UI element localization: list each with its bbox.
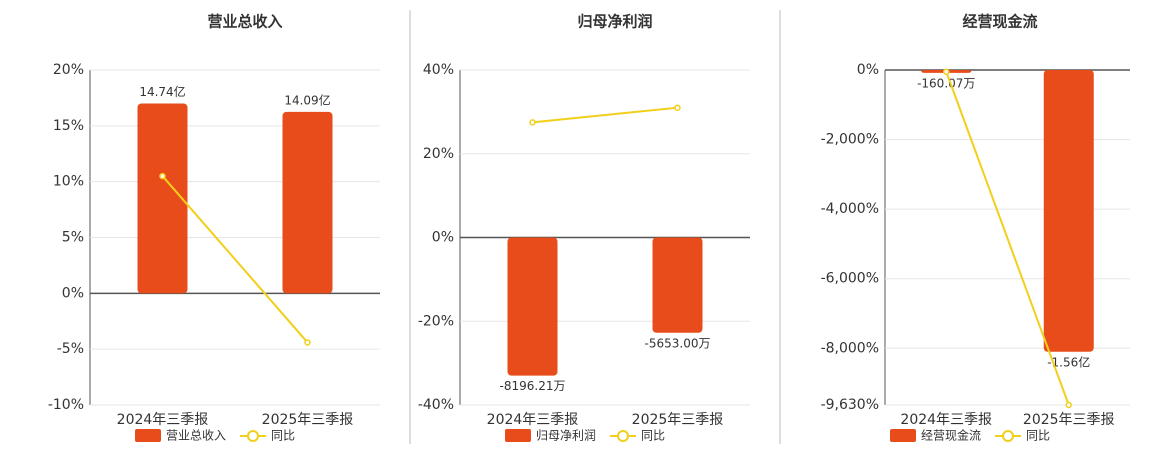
x-tick-label: 2025年三季报 [632, 412, 724, 428]
legend-swatch [505, 429, 531, 442]
data-label: 14.74亿 [139, 84, 185, 99]
y-tick-label: 0% [432, 230, 454, 246]
y-tick-label: 15% [53, 118, 84, 134]
y-tick-label: -8,000% [821, 340, 879, 356]
chart-title: 营业总收入 [207, 13, 282, 31]
y-tick-label: 0% [857, 62, 879, 78]
data-label: -160.07万 [917, 76, 975, 90]
x-tick-label: 2024年三季报 [117, 412, 209, 428]
y-tick-label: -6,000% [821, 271, 879, 287]
legend-label: 同比 [641, 429, 665, 443]
line-point [304, 339, 311, 346]
legend-label: 营业总收入 [166, 429, 226, 443]
x-tick-label: 2024年三季报 [487, 412, 579, 428]
y-tick-label: -20% [418, 313, 454, 329]
legend-label: 同比 [1026, 429, 1050, 443]
y-tick-label: -5% [57, 341, 84, 357]
y-tick-label: -2,000% [821, 132, 879, 148]
data-label: -8196.21万 [500, 379, 566, 393]
y-tick-label: -40% [418, 397, 454, 413]
legend-swatch [617, 430, 630, 442]
y-tick-label: 20% [423, 146, 454, 162]
bar [1043, 70, 1094, 352]
y-tick-label: 20% [53, 62, 84, 78]
y-tick-label: 0% [62, 285, 84, 301]
bar [137, 103, 188, 294]
bar [282, 111, 333, 294]
x-tick-label: 2024年三季报 [900, 412, 992, 428]
data-label: -1.56亿 [1047, 354, 1090, 369]
legend-swatch [135, 429, 161, 442]
y-tick-label: 10% [53, 174, 84, 190]
line-point [1065, 401, 1072, 409]
line-point [943, 68, 950, 75]
line-point [529, 119, 536, 126]
y-tick-label: -4,000% [821, 201, 879, 217]
legend-label: 同比 [271, 429, 295, 443]
y-tick-label: 5% [62, 230, 84, 246]
legend-swatch [1002, 430, 1015, 442]
chart-title: 归母净利润 [577, 13, 652, 31]
legend-swatch [890, 429, 916, 442]
line [532, 106, 678, 124]
line-point [159, 172, 166, 180]
legend-label: 经营现金流 [921, 428, 981, 443]
x-tick-label: 2025年三季报 [262, 412, 354, 428]
bar [652, 237, 703, 333]
legend-swatch [247, 430, 260, 442]
data-label: -5653.00万 [645, 336, 711, 350]
bar [507, 237, 558, 376]
y-tick-label: -10% [48, 397, 84, 413]
legend-label: 归母净利润 [536, 429, 596, 443]
x-tick-label: 2025年三季报 [1023, 412, 1115, 428]
line-point [674, 104, 681, 111]
line [945, 71, 1070, 406]
y-tick-label: 40% [423, 62, 454, 78]
line [161, 175, 309, 344]
chart-title: 经营现金流 [962, 13, 1037, 31]
y-tick-label: -9,630% [821, 397, 879, 413]
data-label: 14.09亿 [284, 92, 330, 107]
